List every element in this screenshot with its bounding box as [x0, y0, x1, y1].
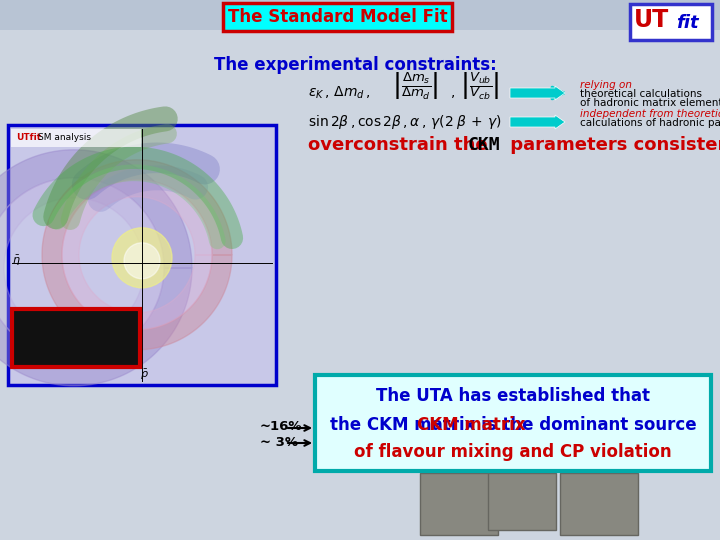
Text: $\left|\dfrac{\Delta m_s}{\Delta m_d}\right|$: $\left|\dfrac{\Delta m_s}{\Delta m_d}\ri…	[392, 71, 438, 103]
Polygon shape	[0, 178, 164, 358]
Text: $\varepsilon_K\,,\,\Delta m_d\,,$: $\varepsilon_K\,,\,\Delta m_d\,,$	[308, 85, 371, 101]
Text: parameters consistently: parameters consistently	[504, 136, 720, 154]
Polygon shape	[0, 150, 192, 386]
Bar	[630, 4, 712, 40]
FancyArrow shape	[510, 86, 565, 100]
Text: relying on: relying on	[580, 80, 632, 90]
Bar	[11, 129, 141, 147]
Bar	[488, 473, 556, 530]
Circle shape	[112, 228, 172, 288]
Text: The experimental constraints:: The experimental constraints:	[214, 56, 496, 74]
Text: overconstrain the: overconstrain the	[308, 136, 494, 154]
FancyArrow shape	[510, 115, 565, 129]
Text: $\,,\,$: $\,,\,$	[449, 86, 456, 100]
Bar	[420, 473, 498, 535]
Text: UTfit: UTfit	[16, 133, 41, 143]
Text: of flavour mixing and CP violation: of flavour mixing and CP violation	[354, 443, 672, 461]
Text: The UTA has established that: The UTA has established that	[376, 387, 650, 405]
Bar	[12, 309, 140, 367]
FancyBboxPatch shape	[8, 125, 276, 385]
Text: fit: fit	[675, 14, 698, 32]
Text: independent from theoretical: independent from theoretical	[580, 109, 720, 119]
Polygon shape	[42, 160, 232, 350]
Text: $\sin 2\beta\,,\cos 2\beta\,,\alpha\,,\,\gamma(2\;\beta\,+\,\gamma)$: $\sin 2\beta\,,\cos 2\beta\,,\alpha\,,\,…	[308, 113, 502, 131]
Text: of hadronic matrix elements: of hadronic matrix elements	[580, 98, 720, 108]
Circle shape	[124, 243, 160, 279]
Text: $\bar{\rho}$: $\bar{\rho}$	[140, 368, 148, 382]
Text: the CKM matrix is the dominant source: the CKM matrix is the dominant source	[330, 416, 696, 434]
Text: $\bar{\eta}$: $\bar{\eta}$	[12, 254, 20, 268]
Text: CKM matrix: CKM matrix	[417, 416, 526, 434]
Text: calculations of hadronic parameters: calculations of hadronic parameters	[580, 118, 720, 128]
Bar	[560, 473, 638, 535]
Text: theoretical calculations: theoretical calculations	[580, 89, 702, 99]
Text: CKM: CKM	[468, 136, 500, 154]
FancyBboxPatch shape	[223, 3, 452, 31]
Text: The Standard Model Fit: The Standard Model Fit	[228, 8, 447, 26]
Text: ~16%: ~16%	[260, 421, 302, 434]
Text: ~ 3%: ~ 3%	[260, 435, 298, 449]
Text: $\left|\dfrac{V_{ub}}{V_{cb}}\right|$: $\left|\dfrac{V_{ub}}{V_{cb}}\right|$	[460, 71, 500, 103]
Bar	[0, 0, 720, 30]
Text: UT: UT	[634, 8, 670, 32]
Polygon shape	[62, 180, 212, 330]
Text: SM analysis: SM analysis	[38, 133, 91, 143]
FancyBboxPatch shape	[315, 375, 711, 471]
